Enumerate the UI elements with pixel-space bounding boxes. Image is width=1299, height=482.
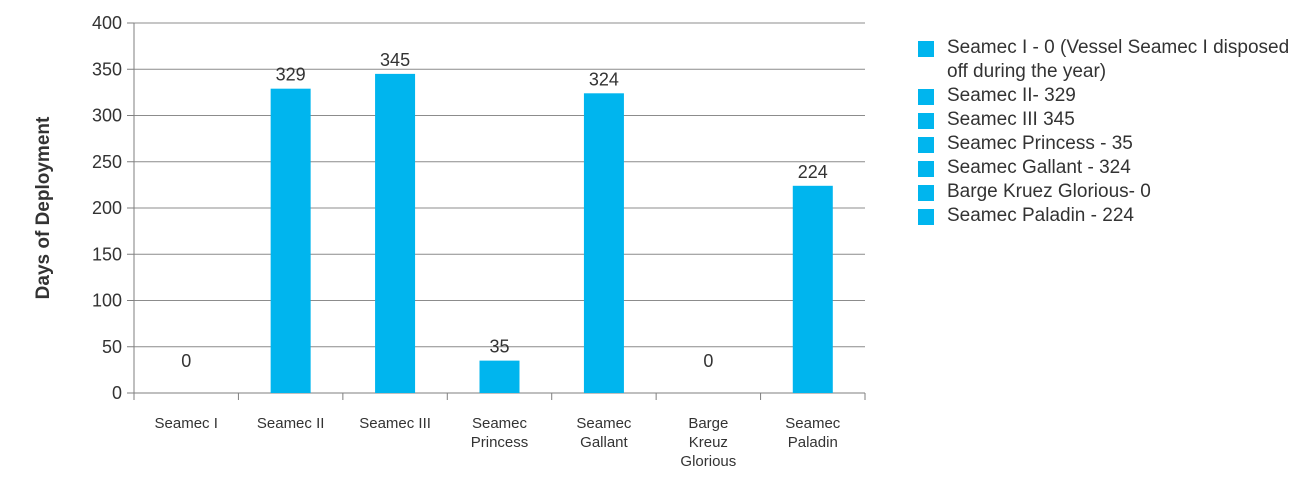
y-tick-label: 350 [92,59,122,79]
data-label: 345 [380,50,410,70]
x-tick-label: Seamec III [359,415,431,432]
legend-item: Seamec II- 329 [918,84,1293,108]
y-tick-label: 100 [92,291,122,311]
data-label: 35 [489,337,509,357]
legend-label: Seamec Gallant - 324 [947,157,1131,178]
y-tick-label: 0 [112,383,122,403]
y-tick-label: 250 [92,152,122,172]
legend-swatch [918,161,934,177]
legend-swatch [918,41,934,57]
legend-label: Barge Kruez Glorious- 0 [947,181,1151,202]
legend-label: Seamec I - 0 (Vessel Seamec I disposed o… [947,37,1295,82]
legend-label: Seamec Princess - 35 [947,133,1133,154]
data-labels: 0 329 345 35 324 0 224 [181,50,828,371]
y-tick-label: 50 [102,337,122,357]
data-label: 0 [181,351,191,371]
legend-swatch [918,113,934,129]
y-tick-label: 400 [92,13,122,33]
legend-item: Seamec Paladin - 224 [918,204,1293,228]
legend-swatch [918,185,934,201]
y-tick-labels: 0 50 100 150 200 250 300 350 400 [92,13,122,403]
data-label: 329 [276,65,306,85]
y-tick-label: 150 [92,244,122,264]
bar [479,360,520,393]
legend-item: Barge Kruez Glorious- 0 [918,180,1293,204]
legend-label: Seamec Paladin - 224 [947,205,1134,226]
bars [270,73,833,394]
legend-swatch [918,137,934,153]
y-tick-label: 200 [92,198,122,218]
legend-swatch [918,89,934,105]
y-tick-label: 300 [92,106,122,126]
x-tick-label: Seamec Princess [471,415,529,451]
x-tick-label: Seamec I [155,415,218,432]
y-axis-label: Days of Deployment [33,116,54,299]
legend-item: Seamec Gallant - 324 [918,156,1293,180]
x-tick-label: Barge Kreuz Glorious [680,415,736,470]
bar [375,73,416,393]
bar [270,88,311,394]
legend: Seamec I - 0 (Vessel Seamec I disposed o… [918,36,1293,228]
data-label: 324 [589,69,619,89]
x-tick-label: Seamec II [257,415,325,432]
x-tick-label: Seamec Paladin [785,415,841,451]
legend-item: Seamec III 345 [918,108,1293,132]
gridlines [134,22,865,348]
legend-label: Seamec III 345 [947,109,1075,130]
x-tick-labels: Seamec I Seamec II Seamec III Seamec Princes… [155,415,841,470]
legend-swatch [918,209,934,225]
data-label: 224 [798,162,828,182]
bar [792,185,833,393]
legend-label: Seamec II- 329 [947,85,1076,106]
x-tick-label: Seamec Gallant [576,415,632,451]
legend-item: Seamec I - 0 (Vessel Seamec I disposed o… [918,36,1293,84]
data-label: 0 [703,351,713,371]
bar [583,93,624,394]
legend-item: Seamec Princess - 35 [918,132,1293,156]
